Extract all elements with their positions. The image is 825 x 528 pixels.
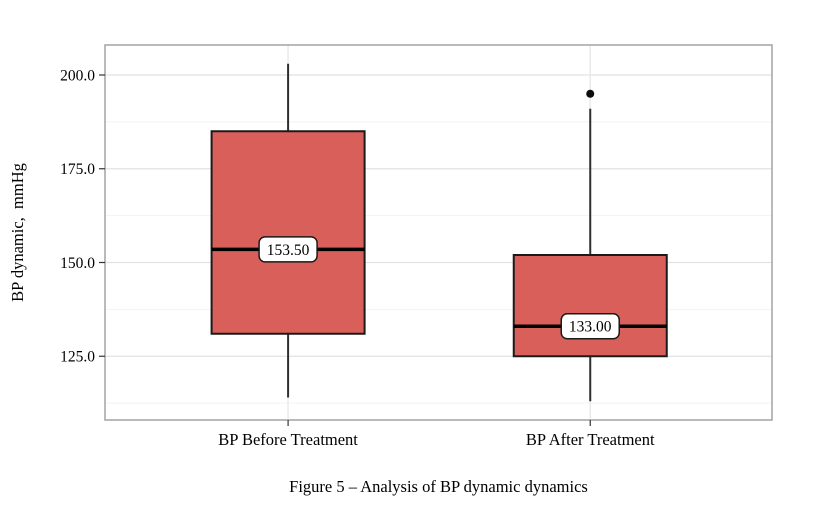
outlier-point — [586, 89, 595, 98]
y-axis-title: BP dynamic, mmHg — [8, 163, 27, 302]
median-label-box — [560, 313, 620, 340]
chart-layers: 125.0 150.0 175.0 200.0 BP Before Treatment B… — [60, 44, 773, 449]
median-label-text: 153.50 — [267, 242, 310, 259]
x-tick-label: BP Before Treatment — [218, 430, 358, 449]
y-tick-label: 125.0 — [60, 349, 95, 366]
plot-panel-background — [105, 45, 772, 420]
y-tick-label: 175.0 — [60, 161, 95, 178]
median-label-box — [258, 236, 318, 263]
y-tick-label: 200.0 — [60, 67, 95, 84]
iqr-box — [512, 254, 668, 358]
iqr-box — [210, 130, 366, 335]
figure-caption: Figure 5 – Analysis of BP dynamic dynami… — [289, 477, 588, 496]
y-tick-label: 150.0 — [60, 255, 95, 272]
median-label-text: 133.00 — [569, 319, 612, 336]
x-tick-label: BP After Treatment — [526, 430, 655, 449]
plot-panel-border — [104, 44, 773, 421]
boxplot-chart: 125.0 150.0 175.0 200.0 BP Before Treatment B… — [8, 44, 773, 449]
